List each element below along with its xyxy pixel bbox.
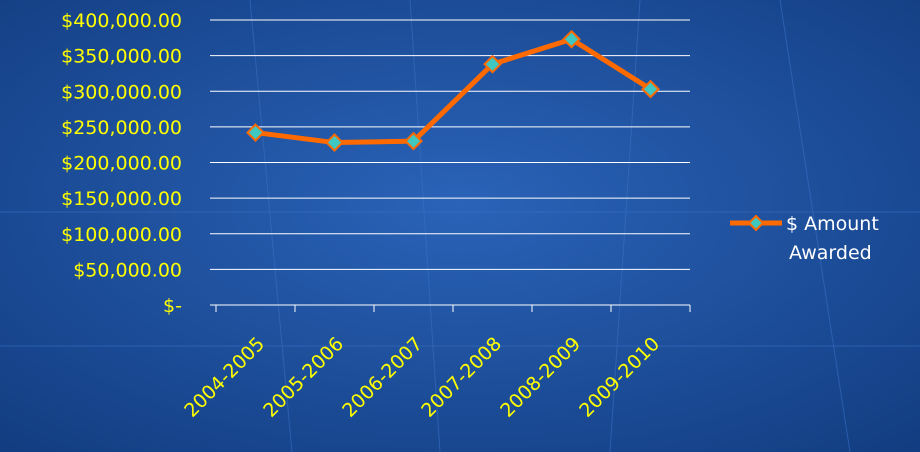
x-tick-label: 2009-2010: [575, 333, 664, 422]
legend-label: $ Amount: [786, 213, 879, 235]
y-tick-label: $300,000.00: [61, 81, 182, 103]
series-line: [255, 36, 652, 146]
data-point-marker: [483, 54, 502, 74]
data-point-marker: [562, 29, 581, 49]
y-tick-label: $150,000.00: [61, 188, 182, 210]
y-tick-label: $350,000.00: [61, 46, 182, 68]
y-tick-label: $250,000.00: [61, 117, 182, 139]
y-tick-label: $200,000.00: [61, 153, 182, 175]
y-tick-label: $100,000.00: [61, 224, 182, 246]
data-point-marker: [325, 133, 344, 152]
legend-label: Awarded: [789, 242, 872, 264]
y-tick-label: $50,000.00: [73, 259, 182, 281]
legend-marker: [747, 214, 765, 232]
data-point-marker: [641, 79, 660, 99]
x-tick-label: 2005-2006: [259, 333, 348, 422]
x-tick-label: 2008-2009: [496, 333, 585, 422]
y-tick-label: $400,000.00: [61, 10, 182, 32]
x-tick-label: 2006-2007: [338, 333, 427, 422]
x-tick-label: 2007-2008: [417, 333, 506, 422]
x-tick-label: 2004-2005: [180, 333, 269, 422]
y-tick-label: $-: [163, 295, 182, 317]
data-point-marker: [246, 123, 265, 142]
data-point-marker: [404, 131, 423, 151]
